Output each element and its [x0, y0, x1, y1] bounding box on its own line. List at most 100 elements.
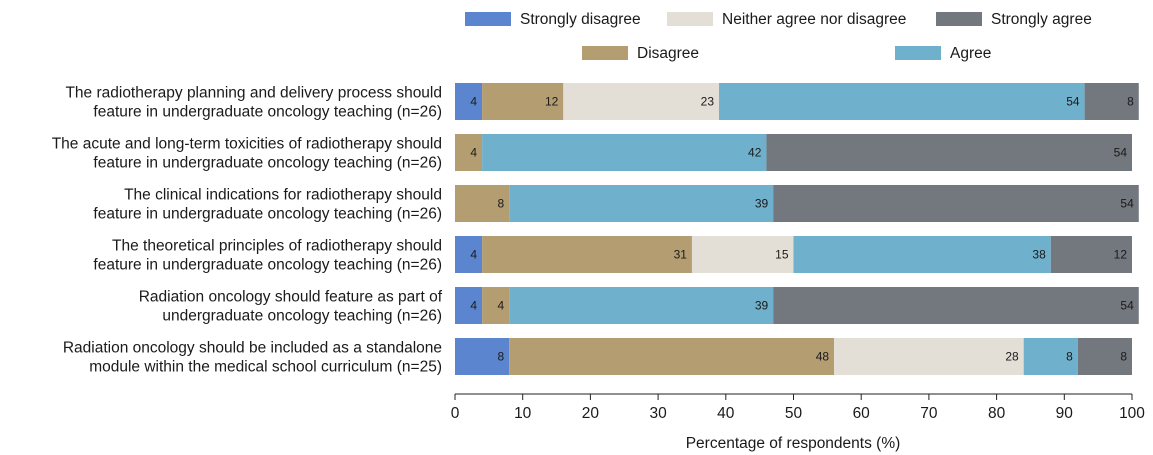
category-label: Radiation oncology should be included as… [63, 340, 442, 376]
category-label-line: feature in undergraduate oncology teachi… [93, 206, 442, 223]
bar-row: 4 4 39 54 [455, 287, 1139, 324]
category-label: The theoretical principles of radiothera… [93, 238, 442, 274]
bar-value-label: 42 [748, 146, 762, 160]
category-label-line: undergraduate oncology teaching (n=26) [162, 308, 442, 325]
legend-label: Strongly agree [991, 11, 1092, 28]
bar-segment [482, 236, 692, 273]
bar-row: 4 42 54 [455, 134, 1132, 171]
legend-swatch [667, 12, 713, 26]
category-label-line: The acute and long-term toxicities of ra… [52, 136, 442, 153]
bar-value-label: 28 [1005, 350, 1019, 364]
x-tick-label: 80 [988, 405, 1006, 422]
bar-segment [719, 83, 1085, 120]
bar-value-label: 48 [816, 350, 830, 364]
x-tick-label: 100 [1119, 405, 1145, 422]
category-label-line: Radiation oncology should feature as par… [139, 289, 443, 306]
bar-segment [482, 287, 510, 324]
legend-item: Agree [895, 45, 991, 62]
bar-segment [455, 185, 510, 222]
category-label-line: The clinical indications for radiotherap… [124, 187, 442, 204]
x-tick-label: 50 [785, 405, 803, 422]
bar-value-label: 8 [1127, 95, 1134, 109]
x-tick-label: 70 [920, 405, 938, 422]
bar-segment [455, 287, 483, 324]
bar-value-label: 4 [497, 299, 504, 313]
bar-segment [482, 83, 564, 120]
bar-value-label: 8 [1120, 350, 1127, 364]
legend-item: Strongly disagree [465, 11, 641, 28]
x-tick-label: 10 [514, 405, 532, 422]
category-labels: The radiotherapy planning and delivery p… [52, 85, 443, 376]
bar-value-label: 39 [755, 197, 769, 211]
bar-value-label: 4 [470, 146, 477, 160]
bar-value-label: 8 [497, 350, 504, 364]
bar-value-label: 54 [1066, 95, 1080, 109]
bar-value-label: 12 [1114, 248, 1128, 262]
bar-value-label: 39 [755, 299, 769, 313]
bar-segment [482, 134, 767, 171]
bar-value-label: 54 [1114, 146, 1128, 160]
bar-value-label: 15 [775, 248, 789, 262]
x-tick-label: 30 [649, 405, 667, 422]
x-axis-label: Percentage of respondents (%) [686, 435, 901, 452]
bar-segment [691, 236, 794, 273]
bar-segment [1084, 83, 1139, 120]
bar-value-label: 4 [470, 299, 477, 313]
bar-segment [509, 338, 835, 375]
x-tick-label: 20 [582, 405, 600, 422]
legend-item: Neither agree nor disagree [667, 11, 906, 28]
legend-item: Disagree [582, 45, 699, 62]
x-tick-label: 60 [853, 405, 871, 422]
bar-segment [509, 287, 774, 324]
category-label-line: module within the medical school curricu… [89, 359, 442, 376]
legend-label: Strongly disagree [520, 11, 641, 28]
bar-value-label: 8 [497, 197, 504, 211]
bar-row: 4 12 23 54 8 [455, 83, 1139, 120]
category-label-line: feature in undergraduate oncology teachi… [93, 104, 442, 121]
bar-segment [455, 83, 483, 120]
x-axis: 0 10 20 30 40 50 60 70 80 90 100 [451, 393, 1145, 422]
bar-segment [1077, 338, 1132, 375]
category-label: The radiotherapy planning and delivery p… [65, 85, 442, 121]
bar-value-label: 54 [1120, 299, 1134, 313]
bar-value-label: 38 [1032, 248, 1046, 262]
bar-segment [455, 134, 483, 171]
bar-value-label: 54 [1120, 197, 1134, 211]
x-tick-label: 0 [451, 405, 460, 422]
category-label-line: The theoretical principles of radiothera… [112, 238, 442, 255]
bar-segment [563, 83, 720, 120]
legend-swatch [936, 12, 982, 26]
bar-value-label: 8 [1066, 350, 1073, 364]
bar-value-label: 31 [674, 248, 688, 262]
bar-segment [773, 287, 1139, 324]
legend-label: Agree [950, 45, 991, 62]
legend: Strongly disagree Disagree Neither agree n… [465, 11, 1092, 62]
legend-swatch [465, 12, 511, 26]
bar-segment [834, 338, 1024, 375]
bar-value-label: 4 [470, 95, 477, 109]
bar-row: 8 48 28 8 8 [455, 338, 1132, 375]
bar-segment [509, 185, 774, 222]
category-label-line: feature in undergraduate oncology teachi… [93, 155, 442, 172]
category-label-line: Radiation oncology should be included as… [63, 340, 442, 357]
bars: 4 12 23 54 8 4 42 54 8 39 54 4 31 15 38 12 4 4 39 54 8 48 28 8 8 [455, 83, 1139, 375]
bar-row: 8 39 54 [455, 185, 1139, 222]
bar-segment [1050, 236, 1132, 273]
legend-item: Strongly agree [936, 11, 1092, 28]
bar-value-label: 12 [545, 95, 559, 109]
bar-segment [1023, 338, 1078, 375]
legend-label: Disagree [637, 45, 699, 62]
category-label: Radiation oncology should feature as par… [139, 289, 443, 325]
bar-segment [766, 134, 1132, 171]
category-label: The clinical indications for radiotherap… [93, 187, 442, 223]
category-label-line: The radiotherapy planning and delivery p… [65, 85, 442, 102]
bar-segment [793, 236, 1051, 273]
bar-value-label: 4 [470, 248, 477, 262]
legend-label: Neither agree nor disagree [722, 11, 906, 28]
legend-swatch [895, 46, 941, 60]
bar-row: 4 31 15 38 12 [455, 236, 1132, 273]
bar-segment [455, 338, 510, 375]
category-label-line: feature in undergraduate oncology teachi… [93, 257, 442, 274]
x-tick-label: 40 [717, 405, 735, 422]
